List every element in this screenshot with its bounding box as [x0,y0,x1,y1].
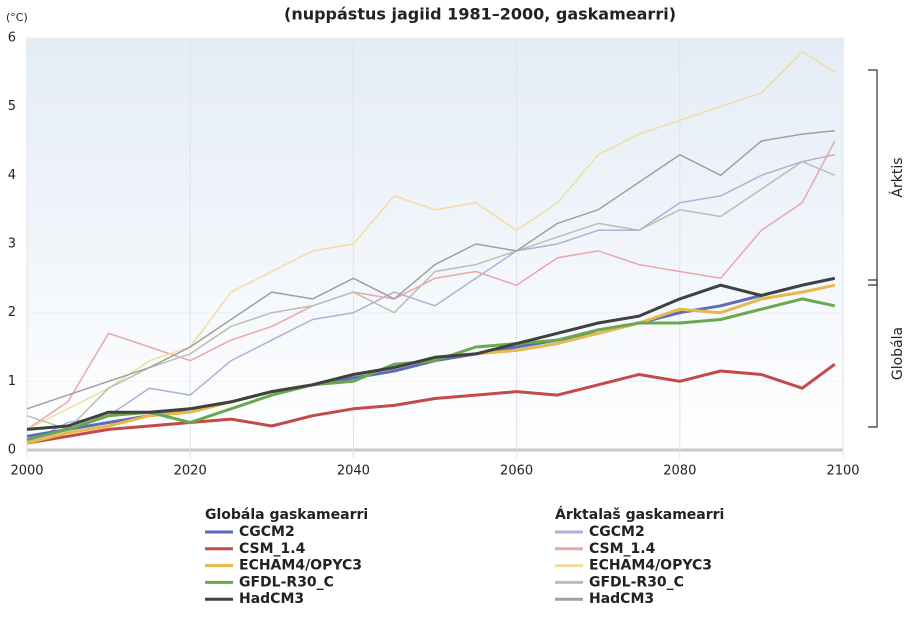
series-line [26,129,835,410]
legend-label: HadCM3 [589,591,654,607]
x-tick-label: 2020 [174,464,207,479]
legend-label: ECHAM4/OPYC3 [589,558,712,574]
bracket [868,279,878,428]
legend-title: Árktalaš gaskamearri [555,506,724,523]
legend-label: GFDL-R30_C [589,574,684,590]
plot-background [27,38,843,458]
series-line [26,50,836,431]
y-tick-label: 2 [8,305,16,320]
series-line [26,297,836,442]
x-tick-label: 2000 [10,464,43,479]
legend-title: Globála gaskamearri [205,507,368,523]
y-tick-label: 5 [8,99,16,114]
legend-label: HadCM3 [239,591,304,607]
y-tick-label: 4 [8,168,16,183]
legend-label: CSM_1.4 [239,541,306,557]
x-tick-label: 2100 [826,464,859,479]
x-tick-label: 2040 [337,464,370,479]
series-line [26,153,835,444]
legend-label: GFDL-R30_C [239,574,334,590]
y-tick-label: 3 [8,237,16,252]
legend-label: ECHAM4/OPYC3 [239,558,362,574]
legend-label: CGCM2 [239,524,295,540]
bracket-label: Globála [890,327,906,380]
legend-label: CSM_1.4 [589,541,656,557]
series-line [26,160,836,431]
legend-label: CGCM2 [589,524,645,540]
series-line [26,140,836,431]
y-tick-label: 6 [8,31,16,46]
x-tick-label: 2060 [500,464,533,479]
chart-title: (nuppástus jagiid 1981–2000, gaskamearri… [284,5,676,24]
x-tick-label: 2080 [663,464,696,479]
y-tick-label: 1 [8,374,16,389]
series-line [26,276,836,431]
y-unit: (°C) [6,11,28,24]
y-tick-label: 0 [8,443,16,458]
series-line [26,362,836,445]
bracket [868,69,878,286]
bracket-label: Árktis [889,157,906,197]
